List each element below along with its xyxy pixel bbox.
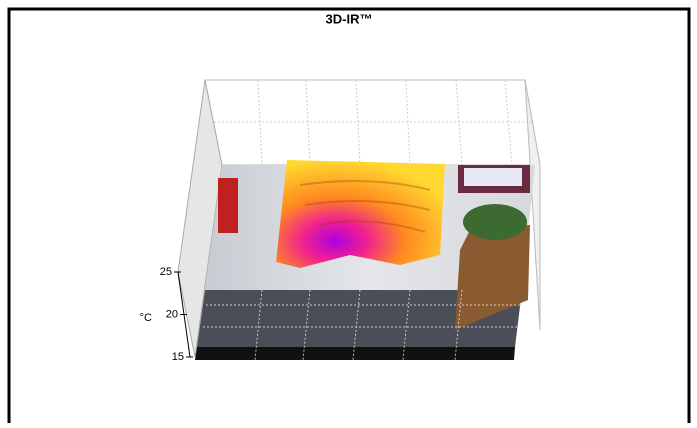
heat-cloud [276,160,445,268]
z-axis-label: °C [140,312,152,324]
back-panel [204,79,541,331]
z-tick-label: 25 [160,266,172,278]
z-tick-label: 20 [166,308,178,320]
z-tick-label: 15 [172,351,184,363]
side-panel [177,79,223,358]
chart-title: 3D-IR™ [326,11,373,26]
